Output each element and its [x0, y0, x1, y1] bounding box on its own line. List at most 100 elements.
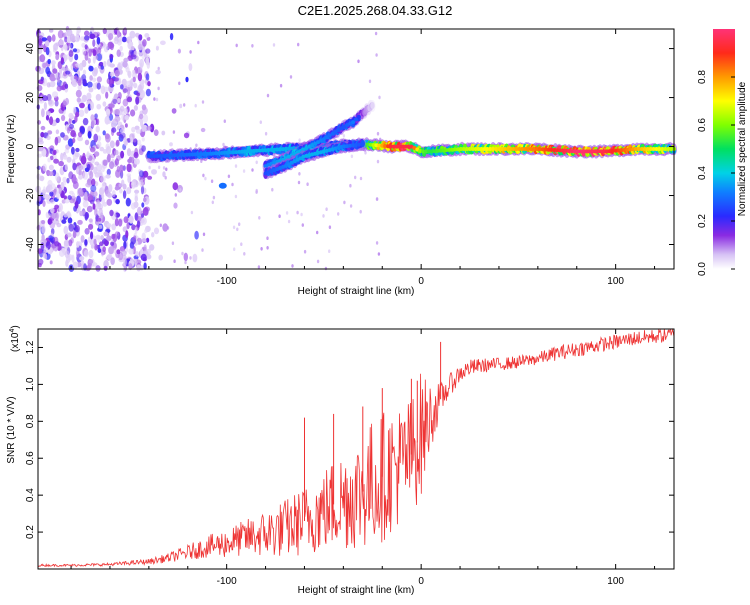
noise-mark: [142, 39, 147, 47]
ridge-core: [438, 148, 443, 153]
noise-mark: [179, 103, 183, 109]
noise-mark: [134, 189, 140, 194]
ridge-core: [397, 144, 402, 149]
colorbar-tick-label: 0.6: [697, 118, 708, 132]
noise-mark: [71, 192, 76, 199]
noise-mark: [157, 66, 160, 71]
noise-mark: [72, 137, 76, 144]
noise-mark: [233, 247, 236, 251]
noise-mark: [146, 125, 152, 131]
noise-mark: [37, 248, 43, 254]
noise-mark: [49, 186, 54, 193]
noise-mark: [49, 191, 54, 197]
ridge-core: [456, 147, 461, 152]
noise-mark: [63, 225, 69, 235]
ridge-core: [199, 152, 204, 157]
noise-mark: [147, 175, 153, 180]
noise-mark: [94, 113, 98, 119]
snr-y-tick-label: 0.2: [25, 525, 36, 539]
ridge-core: [663, 147, 668, 151]
noise-mark: [231, 182, 234, 187]
noise-mark: [328, 225, 332, 229]
noise-mark: [378, 95, 381, 100]
noise-mark: [102, 159, 108, 166]
noise-mark: [173, 202, 178, 209]
ridge-core: [260, 148, 265, 153]
noise-mark: [46, 110, 51, 115]
noise-mark: [82, 117, 89, 126]
ridge-core: [488, 147, 493, 151]
noise-mark: [190, 210, 194, 215]
noise-mark: [306, 182, 309, 186]
noise-mark: [77, 131, 83, 138]
noise-mark: [86, 151, 90, 159]
noise-mark: [71, 254, 75, 263]
noise-mark: [77, 187, 83, 195]
ridge-core: [354, 117, 358, 122]
noise-mark: [45, 115, 50, 121]
noise-mark: [61, 114, 66, 122]
noise-mark: [141, 137, 145, 142]
noise-mark: [104, 115, 110, 125]
noise-mark: [68, 223, 74, 232]
ridge-core: [479, 147, 484, 151]
noise-mark: [50, 80, 56, 88]
noise-mark: [54, 100, 59, 107]
noise-mark: [133, 201, 139, 208]
noise-mark: [300, 212, 303, 217]
noise-mark: [75, 111, 80, 118]
spectrogram-y-tick-label: 40: [25, 43, 36, 55]
noise-mark: [89, 199, 95, 205]
noise-mark: [103, 231, 109, 237]
ridge-core: [505, 147, 510, 151]
noise-mark: [291, 264, 294, 268]
noise-mark: [266, 93, 270, 98]
noise-mark: [49, 116, 54, 125]
noise-mark: [107, 153, 111, 163]
noise-mark: [137, 72, 143, 82]
noise-mark: [56, 223, 62, 228]
noise-mark: [297, 180, 301, 185]
ridge-core: [459, 147, 463, 151]
snr-y-tick-label: 1.2: [25, 340, 36, 354]
ridge-core: [482, 147, 487, 151]
noise-mark: [102, 101, 107, 107]
ridge-core: [339, 126, 344, 131]
spectrogram-x-tick-label: 0: [418, 276, 424, 287]
noise-mark: [51, 213, 55, 219]
noise-mark: [67, 43, 72, 49]
noise-mark: [166, 226, 170, 230]
ridge-core: [494, 147, 498, 151]
noise-mark: [157, 86, 160, 91]
ridge-core: [584, 149, 589, 154]
ridge-core: [345, 144, 350, 149]
snr-multiplier: (x104): [9, 325, 21, 352]
noise-mark: [342, 134, 346, 138]
noise-mark: [41, 225, 46, 234]
noise-mark: [72, 106, 77, 115]
noise-mark: [58, 39, 65, 46]
ridge-core: [278, 147, 283, 152]
ridge-core: [654, 147, 659, 151]
ridge-core: [240, 149, 245, 154]
noise-mark: [101, 193, 105, 199]
ridge-core: [581, 149, 586, 154]
noise-mark: [90, 146, 96, 153]
noise-mark: [359, 176, 363, 181]
ridge-core: [205, 151, 210, 156]
snr-x-tick-label: 100: [607, 576, 624, 587]
ridge-core: [383, 144, 388, 148]
spectrogram-y-tick-label: -20: [25, 188, 36, 203]
noise-mark: [328, 249, 331, 253]
ridge-core: [272, 147, 277, 152]
noise-mark: [122, 60, 128, 68]
noise-mark: [46, 135, 51, 141]
spectrogram-y-label: Frequency (Hz): [6, 115, 17, 184]
colorbar-label: Normalized spectral amplitude: [737, 81, 748, 216]
noise-mark: [89, 259, 94, 264]
noise-mark: [289, 75, 293, 79]
noise-mark: [271, 187, 274, 192]
noise-mark: [141, 47, 145, 55]
ridge-core: [645, 147, 650, 151]
noise-mark: [129, 30, 136, 39]
